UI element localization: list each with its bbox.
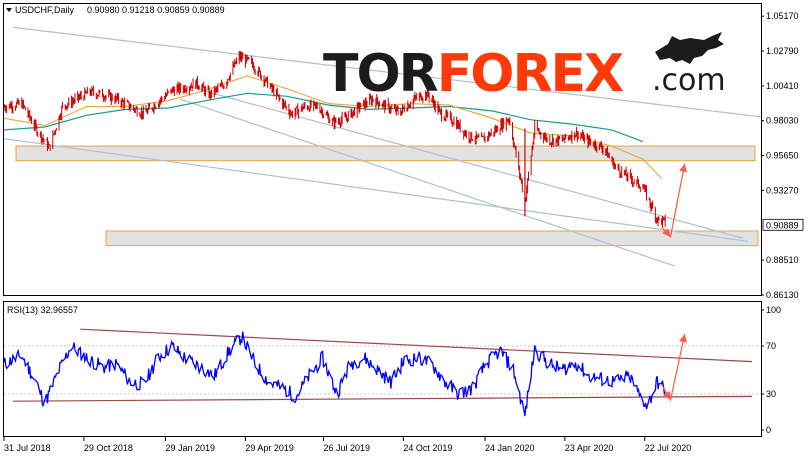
rsi-tick-label: 70 — [766, 341, 776, 351]
chart-header: USDCHF,Daily 0.90980 0.91218 0.90859 0.9… — [6, 5, 225, 15]
svg-text:TORFOREX: TORFOREX — [323, 44, 624, 104]
time-tick-label: 22 Jul 2020 — [645, 443, 692, 453]
time-tick-label: 26 Jul 2019 — [323, 443, 370, 453]
price-tick-label: 0.95650 — [766, 151, 799, 161]
ohlc-values: 0.90980 0.91218 0.90859 0.90889 — [87, 5, 225, 15]
price-forecast-arrow — [661, 163, 686, 239]
watermark-forex: FOREX — [437, 44, 624, 104]
watermark-dotcom: .com — [652, 63, 726, 98]
torforex-watermark: TORFOREX .com — [323, 32, 726, 104]
rsi-line — [4, 331, 666, 417]
rsi-tick-label: 0 — [766, 425, 771, 435]
support-zone — [105, 230, 759, 247]
bull-icon — [655, 32, 724, 64]
time-tick-label: 24 Jan 2020 — [485, 443, 535, 453]
channel-line-1 — [12, 26, 761, 118]
watermark-tor: TOR — [323, 44, 438, 104]
rsi-tick-label: 30 — [766, 389, 776, 399]
current-price-label: 0.90889 — [766, 220, 799, 230]
price-forecast-arrow-head — [679, 163, 688, 173]
rsi-title: RSI(13) 32.96557 — [7, 305, 78, 315]
rsi-trend-line-1 — [12, 395, 753, 402]
price-tick-label: 0.93270 — [766, 185, 799, 195]
time-tick-label: 24 Oct 2019 — [403, 443, 452, 453]
rsi-trend-line-2 — [80, 328, 753, 363]
ma-slow-line — [4, 92, 644, 143]
price-tick-label: 0.98030 — [766, 116, 799, 126]
current-price-box — [762, 218, 804, 231]
price-tick-label: 1.00410 — [766, 81, 799, 91]
channel-line-4 — [180, 98, 676, 267]
price-tick-label: 1.05170 — [766, 11, 799, 21]
time-tick-label: 31 Jul 2018 — [4, 443, 51, 453]
channel-line-2 — [180, 83, 744, 239]
price-forecast-arrow-mid-head — [662, 228, 671, 237]
price-bars — [4, 51, 666, 228]
time-tick-label: 23 Apr 2020 — [565, 443, 614, 453]
rsi-forecast-arrow — [661, 333, 686, 402]
resistance-zone — [15, 145, 756, 162]
time-tick-label: 29 Oct 2018 — [84, 443, 133, 453]
channel-line-3 — [4, 138, 748, 242]
time-tick-label: 29 Apr 2019 — [245, 443, 294, 453]
rsi-panel — [3, 301, 762, 437]
price-tick-label: 0.86130 — [766, 290, 799, 300]
collapse-triangle-icon[interactable] — [6, 8, 12, 12]
rsi-forecast-arrow-mid-head — [663, 391, 671, 400]
rsi-tick-label: 100 — [766, 305, 781, 315]
rsi-forecast-arrow-head — [679, 334, 687, 343]
price-tick-label: 0.88510 — [766, 255, 799, 265]
price-tick-label: 1.02790 — [766, 46, 799, 56]
time-tick-label: 29 Jan 2019 — [166, 443, 216, 453]
symbol-label: USDCHF,Daily — [15, 5, 75, 15]
